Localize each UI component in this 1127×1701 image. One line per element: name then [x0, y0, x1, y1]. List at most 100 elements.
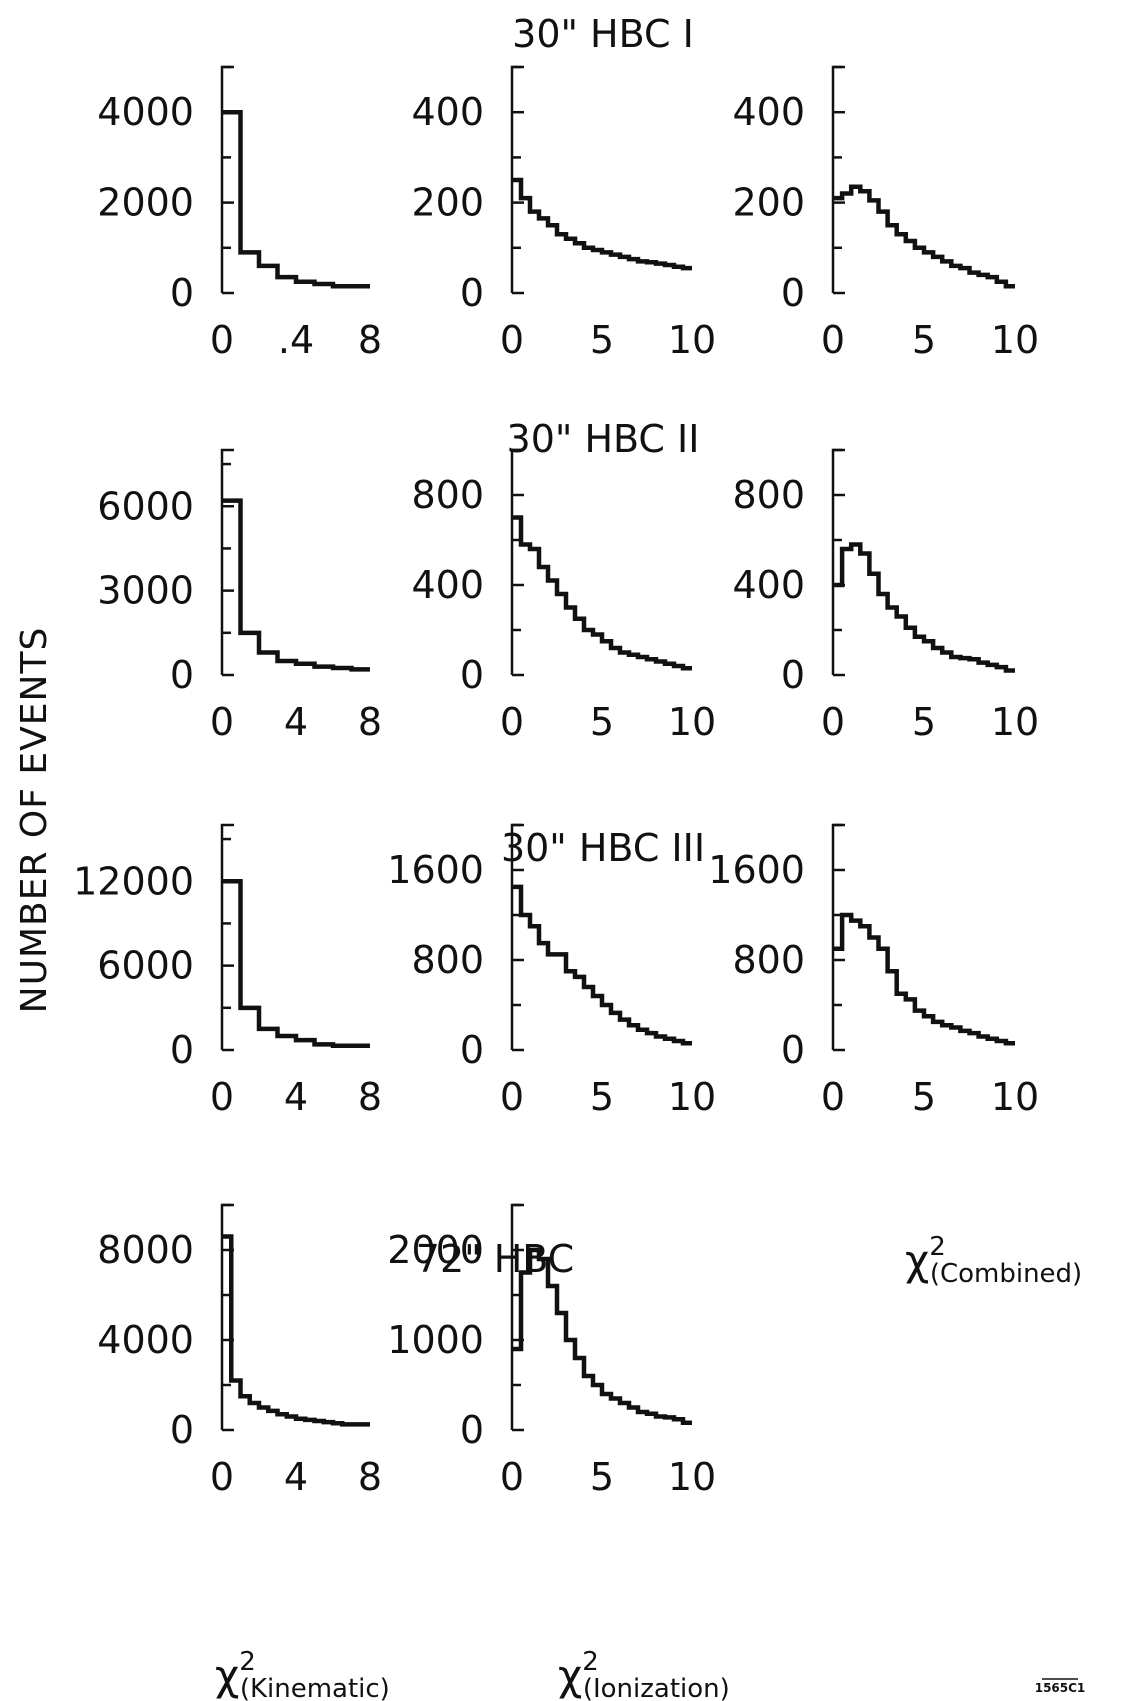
group-title-hbc-1: 30" HBC I [512, 12, 694, 56]
x-tick-label: 8 [358, 1075, 382, 1119]
y-axis-label: NUMBER OF EVENTS [14, 627, 55, 1014]
x-tick-label: 4 [284, 1075, 308, 1119]
x-label-combined: χ2 (Combined) [905, 1232, 1082, 1289]
x-tick-label: 0 [500, 1075, 524, 1119]
x-tick-label: 10 [668, 1455, 716, 1499]
x-tick-label: 4 [284, 1455, 308, 1499]
y-tick-label: 200 [732, 181, 805, 225]
x-tick-label: 10 [991, 318, 1039, 362]
y-tick-label: 0 [460, 271, 484, 315]
x-tick-label: 0 [500, 700, 524, 744]
panel-hbc1-combined: 0 200 400 0 5 10 [732, 65, 1039, 362]
x-tick-label: 8 [358, 1455, 382, 1499]
panel-hbc2-kinematic: 0 3000 6000 0 4 8 [97, 448, 382, 744]
y-tick-label: 8000 [97, 1228, 194, 1272]
y-tick-label: 1000 [387, 1318, 484, 1362]
x-tick-label: 10 [668, 1075, 716, 1119]
histogram-series [512, 515, 692, 671]
histogram-series [222, 109, 370, 289]
x-label-kinematic: χ2 (Kinematic) [215, 1647, 390, 1701]
x-tick-label: 8 [358, 700, 382, 744]
y-tick-label: 800 [732, 938, 805, 982]
y-tick-label: 0 [170, 1028, 194, 1072]
x-tick-label: 0 [210, 1455, 234, 1499]
x-tick-label: 5 [912, 318, 936, 362]
y-tick-label: 400 [732, 563, 805, 607]
y-tick-label: 400 [411, 90, 484, 134]
x-tick-label: 0 [210, 318, 234, 362]
y-axis-line [220, 448, 234, 675]
y-tick-label: 3000 [97, 569, 194, 613]
x-tick-label: 0 [500, 1455, 524, 1499]
x-tick-label: 10 [668, 700, 716, 744]
x-tick-label: 0 [210, 1075, 234, 1119]
panel-hbc1-kinematic: 0 2000 4000 0 .4 8 [97, 65, 382, 362]
x-tick-label: 0 [821, 318, 845, 362]
panel-hbc1-ionization: 0 200 400 0 5 10 [411, 65, 716, 362]
x-tick-label: 0 [821, 1075, 845, 1119]
y-tick-label: 0 [170, 1408, 194, 1452]
panel-hbc2-combined: 0 400 800 0 5 10 [732, 448, 1039, 744]
group-title-hbc-3: 30" HBC III [501, 826, 705, 870]
y-tick-label: 800 [411, 473, 484, 517]
x-tick-label: 5 [912, 1075, 936, 1119]
panel-hbc2-ionization: 0 400 800 0 5 10 [411, 448, 716, 744]
y-tick-label: 12000 [73, 859, 194, 903]
y-tick-label: 0 [460, 1408, 484, 1452]
x-label-ionization: χ2 (Ionization) [558, 1647, 730, 1701]
x-tick-label: 5 [590, 700, 614, 744]
y-tick-label: 1600 [708, 848, 805, 892]
x-tick-label: 4 [284, 700, 308, 744]
x-tick-label: 0 [821, 700, 845, 744]
panel-hbc72-ionization: 0 1000 2000 0 5 10 [387, 1203, 716, 1499]
histogram-series [512, 177, 692, 271]
y-tick-label: 0 [170, 271, 194, 315]
figure-id: 1565C1 [1035, 1681, 1086, 1695]
histogram-series [833, 912, 1015, 1046]
x-tick-label: 10 [668, 318, 716, 362]
y-tick-label: 200 [411, 181, 484, 225]
x-tick-label: 0 [500, 318, 524, 362]
y-tick-label: 6000 [97, 944, 194, 988]
y-axis-line [510, 448, 524, 675]
y-tick-label: 2000 [387, 1228, 484, 1272]
histogram-series [222, 498, 370, 672]
x-tick-label: 10 [991, 1075, 1039, 1119]
histogram-series [222, 1234, 370, 1427]
y-tick-label: 0 [460, 1028, 484, 1072]
y-tick-label: 2000 [97, 181, 194, 225]
y-tick-label: 1600 [387, 848, 484, 892]
panel-hbc3-combined: 0 800 1600 0 5 10 [708, 823, 1039, 1119]
y-tick-label: 0 [781, 653, 805, 697]
histogram-series [512, 884, 692, 1046]
y-tick-label: 0 [460, 653, 484, 697]
panel-hbc3-kinematic: 0 6000 12000 0 4 8 [73, 823, 382, 1119]
histogram-series [512, 1247, 692, 1426]
y-tick-label: 4000 [97, 90, 194, 134]
y-tick-label: 4000 [97, 1318, 194, 1362]
y-tick-label: 400 [411, 563, 484, 607]
y-tick-label: 0 [170, 653, 194, 697]
x-tick-label: 8 [358, 318, 382, 362]
panel-hbc72-kinematic: 0 4000 8000 0 4 8 [97, 1203, 382, 1499]
x-tick-label: .4 [278, 318, 314, 362]
y-tick-label: 800 [411, 938, 484, 982]
x-tick-label: 5 [590, 318, 614, 362]
histogram-series [222, 879, 370, 1049]
panel-hbc3-ionization: 0 800 1600 0 5 10 [387, 823, 716, 1119]
x-tick-label: 10 [991, 700, 1039, 744]
y-tick-label: 0 [781, 271, 805, 315]
x-tick-label: 5 [590, 1075, 614, 1119]
y-axis-line [220, 65, 234, 293]
x-tick-label: 5 [912, 700, 936, 744]
histogram-series [833, 184, 1015, 289]
y-tick-label: 0 [781, 1028, 805, 1072]
group-title-hbc-2: 30" HBC II [507, 417, 700, 461]
y-tick-label: 800 [732, 473, 805, 517]
histogram-series [833, 542, 1015, 673]
x-tick-label: 5 [590, 1455, 614, 1499]
y-tick-label: 400 [732, 90, 805, 134]
y-axis-line [831, 65, 845, 293]
y-axis-line [220, 823, 234, 1050]
